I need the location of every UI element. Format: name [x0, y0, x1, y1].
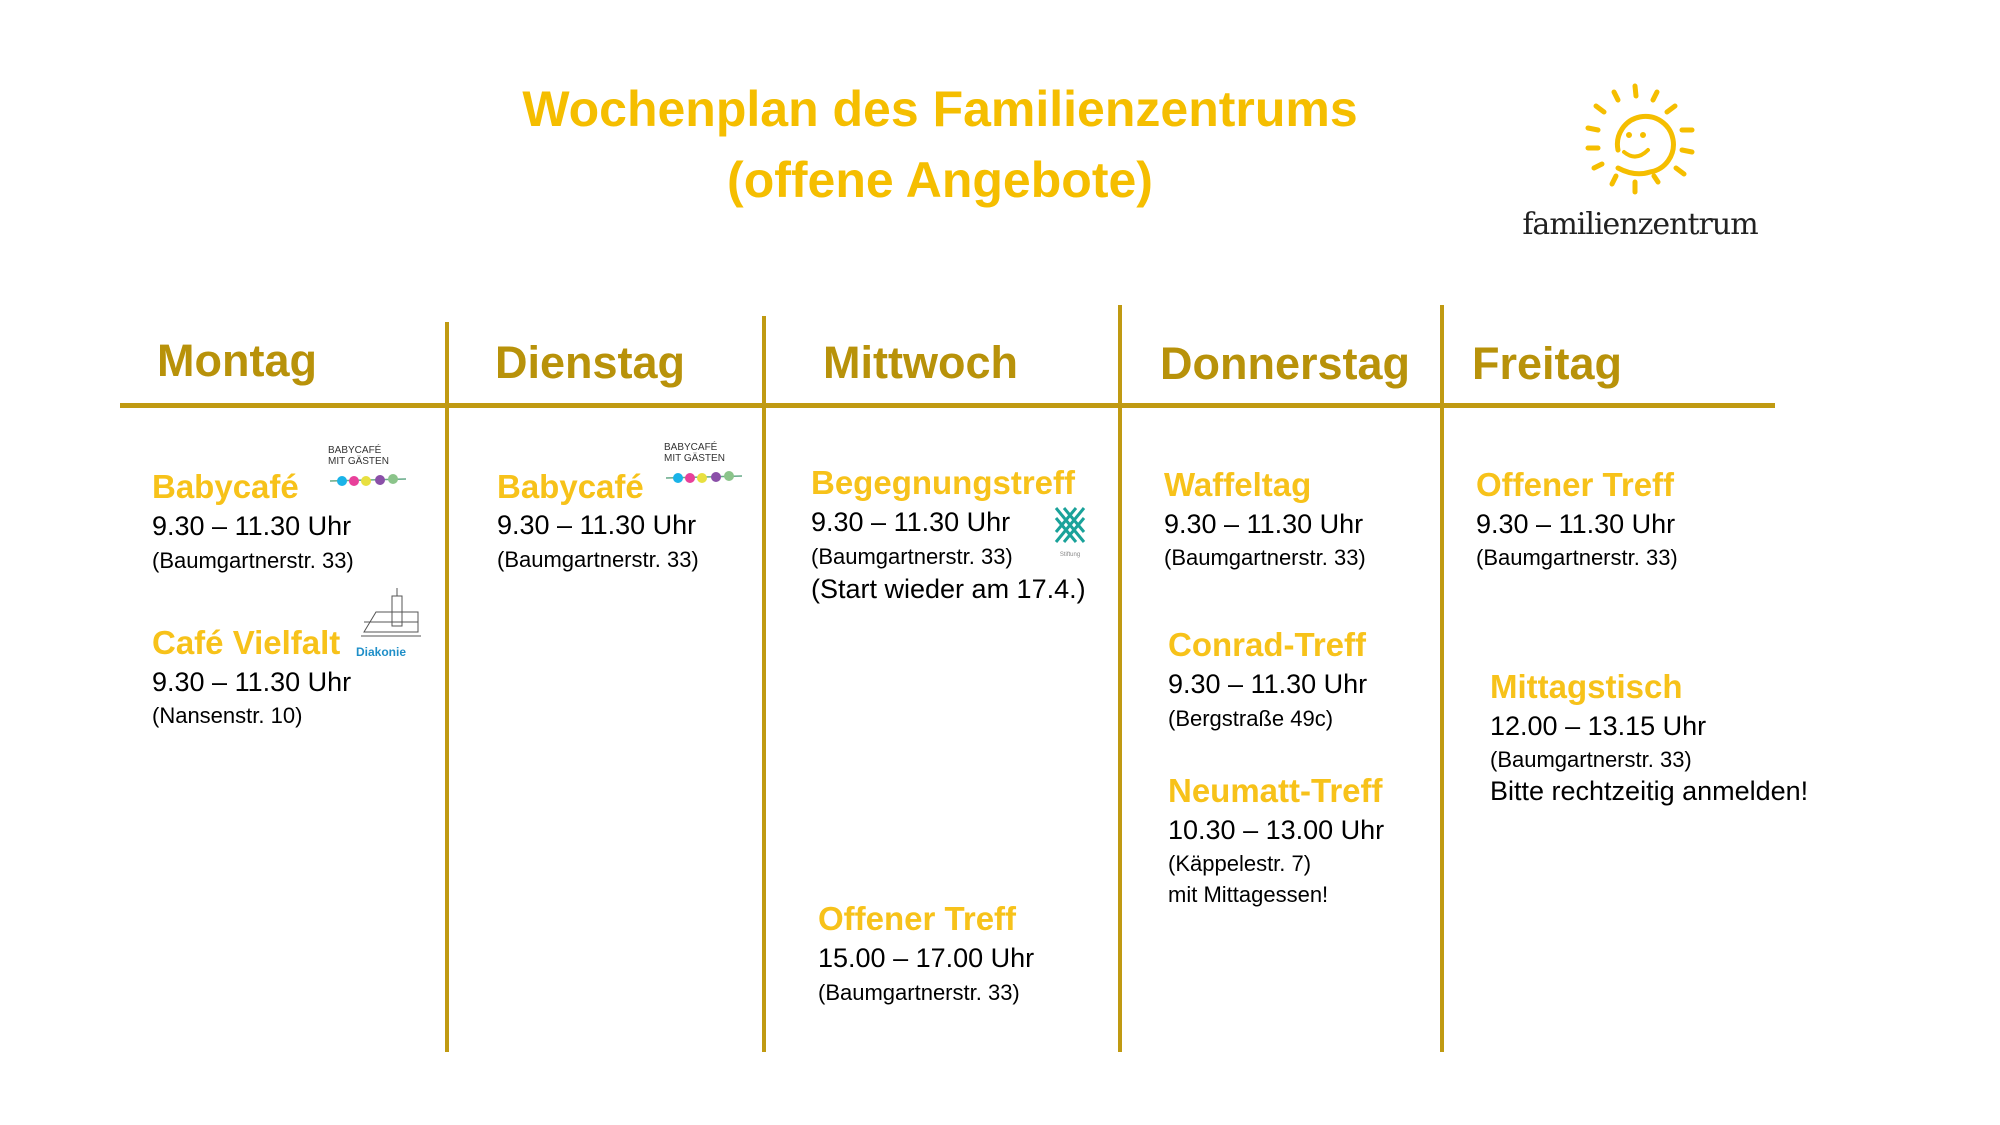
- babycafe-logo: BABYCAFÉ MIT GÄSTEN: [328, 445, 408, 490]
- column-divider: [1118, 305, 1122, 1052]
- event-title: Begegnungstreff: [811, 464, 1075, 501]
- day-header-montag: Montag: [157, 335, 317, 386]
- event-title: Babycafé: [497, 468, 644, 505]
- event-time: 9.30 – 11.30 Uhr: [811, 507, 1011, 537]
- event-time: 9.30 – 11.30 Uhr: [152, 511, 352, 541]
- church-icon: [361, 588, 421, 637]
- event-note: mit Mittagessen!: [1168, 882, 1329, 907]
- event-time: 10.30 – 13.00 Uhr: [1168, 815, 1385, 845]
- svg-text:Stiftung: Stiftung: [1060, 552, 1080, 558]
- babycafe-logo-text: BABYCAFÉ MIT GÄSTEN: [328, 445, 389, 467]
- event-time: 9.30 – 11.30 Uhr: [1168, 669, 1368, 699]
- event-address: (Baumgartnerstr. 33): [811, 544, 1013, 569]
- event-title: Babycafé: [152, 468, 299, 505]
- event-title: Café Vielfalt: [152, 624, 341, 661]
- event-address: (Baumgartnerstr. 33): [497, 547, 699, 572]
- day-header-donnerstag: Donnerstag: [1160, 338, 1411, 389]
- day-header-mittwoch: Mittwoch: [823, 337, 1018, 388]
- event-address: (Baumgartnerstr. 33): [818, 980, 1020, 1005]
- event-address: (Nansenstr. 10): [152, 703, 303, 728]
- event-address: (Baumgartnerstr. 33): [1490, 747, 1692, 772]
- sun-icon: [1585, 83, 1695, 195]
- header-divider: [120, 403, 1775, 408]
- diakonie-logo: Diakonie: [356, 588, 428, 663]
- event-address: (Käppelestr. 7): [1168, 851, 1312, 876]
- diakonie-text: Diakonie: [356, 645, 407, 659]
- column-divider: [762, 316, 766, 1052]
- event-time: 9.30 – 11.30 Uhr: [152, 667, 352, 697]
- event-time: 12.00 – 13.15 Uhr: [1490, 711, 1707, 741]
- day-header-dienstag: Dienstag: [495, 337, 686, 388]
- event-title: Offener Treff: [1476, 466, 1675, 503]
- column-divider: [445, 322, 449, 1052]
- day-header-freitag: Freitag: [1472, 338, 1623, 389]
- event-title: Waffeltag: [1164, 466, 1312, 503]
- babycafe-logo: BABYCAFÉ MIT GÄSTEN: [664, 442, 744, 487]
- event-time: 9.30 – 11.30 Uhr: [1476, 509, 1676, 539]
- event-note: (Start wieder am 17.4.): [811, 574, 1086, 604]
- event-title: Offener Treff: [818, 900, 1017, 937]
- event-title: Conrad-Treff: [1168, 626, 1366, 663]
- page-title-line2: (offene Angebote): [727, 152, 1153, 208]
- babycafe-logo-text: BABYCAFÉ MIT GÄSTEN: [664, 442, 725, 464]
- page-title-line1: Wochenplan des Familienzentrums: [522, 81, 1358, 137]
- foundation-logo-icon: Stiftung: [1054, 507, 1086, 558]
- event-address: (Baumgartnerstr. 33): [1164, 545, 1366, 570]
- event-time: 9.30 – 11.30 Uhr: [497, 510, 697, 540]
- event-time: 15.00 – 17.00 Uhr: [818, 943, 1035, 973]
- event-address: (Baumgartnerstr. 33): [152, 548, 354, 573]
- event-time: 9.30 – 11.30 Uhr: [1164, 509, 1364, 539]
- event-address: (Baumgartnerstr. 33): [1476, 545, 1678, 570]
- logo-text: familienzentrum: [1522, 207, 1758, 242]
- event-title: Mittagstisch: [1490, 668, 1683, 705]
- column-divider: [1440, 305, 1444, 1052]
- event-title: Neumatt-Treff: [1168, 772, 1383, 809]
- event-note: Bitte rechtzeitig anmelden!: [1490, 776, 1809, 806]
- event-address: (Bergstraße 49c): [1168, 706, 1334, 731]
- familienzentrum-logo: familienzentrum: [1500, 80, 1780, 250]
